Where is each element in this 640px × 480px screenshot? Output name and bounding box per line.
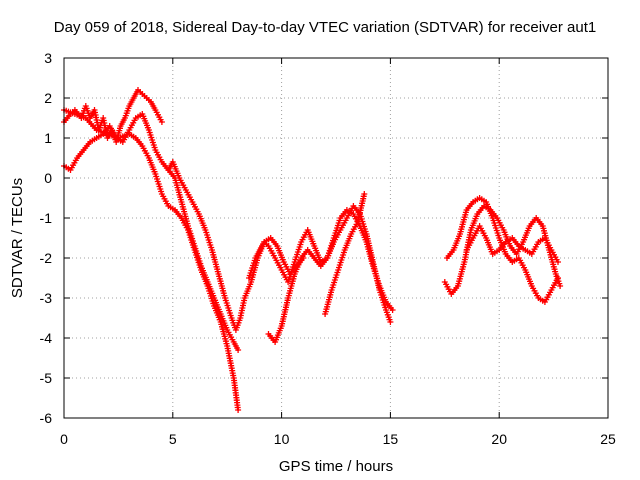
y-tick-label: -4	[40, 330, 53, 346]
chart-title: Day 059 of 2018, Sidereal Day-to-day VTE…	[54, 19, 596, 36]
series-plus-markers	[322, 191, 368, 317]
y-tick-label: -5	[40, 370, 53, 386]
x-tick-label: 10	[274, 431, 290, 447]
y-tick-label: 1	[44, 130, 52, 146]
x-tick-label: 25	[600, 431, 616, 447]
series-track-2	[61, 111, 242, 353]
grid	[64, 58, 608, 418]
axis-ticks: 0 5 10 15 20 25 -6 -5 -4 -3 -2 -1 0 1 2 3	[40, 50, 616, 447]
series-track	[267, 204, 392, 344]
x-axis-label: GPS time / hours	[279, 458, 393, 475]
series-track-7	[322, 191, 368, 317]
y-tick-label: -6	[40, 410, 53, 426]
y-tick-label: -3	[40, 290, 53, 306]
x-tick-label: 20	[491, 431, 507, 447]
y-tick-label: -2	[40, 250, 53, 266]
y-tick-label: 0	[44, 170, 52, 186]
series-plus-markers	[61, 111, 242, 353]
series-track	[167, 160, 305, 332]
series-plus-markers	[265, 203, 394, 345]
series-track-9	[444, 195, 561, 305]
y-tick-label: 2	[44, 90, 52, 106]
y-tick-label: 3	[44, 50, 52, 66]
y-axis-label: SDTVAR / TECUs	[9, 178, 26, 298]
x-tick-label: 5	[169, 431, 177, 447]
series-track-6	[265, 203, 394, 345]
series-track-10	[463, 223, 561, 265]
plot-frame	[63, 57, 609, 419]
y-tick-label: -1	[40, 210, 53, 226]
series-track	[62, 112, 240, 352]
series-plus-markers	[444, 195, 561, 305]
x-tick-label: 0	[60, 431, 68, 447]
x-tick-label: 15	[383, 431, 399, 447]
data-series	[61, 87, 564, 413]
series-plus-markers	[463, 223, 561, 265]
